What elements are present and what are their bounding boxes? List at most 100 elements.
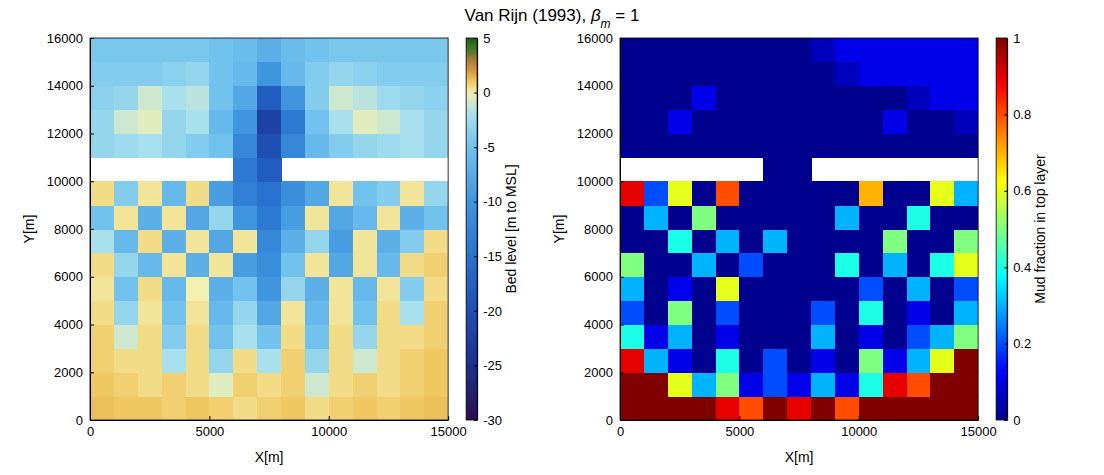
cell — [305, 372, 329, 396]
tick-mark — [620, 372, 624, 373]
cell — [114, 181, 138, 205]
cell — [668, 62, 692, 86]
tick-mark — [1004, 114, 1007, 115]
cell — [692, 229, 716, 253]
cell — [883, 253, 907, 277]
cell — [835, 205, 859, 229]
cell — [138, 372, 162, 396]
cell — [233, 181, 257, 205]
cell — [716, 110, 740, 134]
tick-mark — [90, 229, 94, 230]
cell — [811, 301, 835, 325]
cell — [930, 372, 954, 396]
cell — [644, 134, 668, 158]
tick-mark — [859, 416, 860, 420]
cell — [954, 277, 978, 301]
cell — [90, 277, 114, 301]
tick-label: 0 — [87, 424, 94, 439]
cell — [739, 253, 763, 277]
tick-label: 4000 — [584, 317, 613, 332]
tick-label: 1 — [1013, 31, 1020, 46]
cell — [835, 229, 859, 253]
cell — [329, 62, 353, 86]
cell — [692, 205, 716, 229]
cell — [692, 348, 716, 372]
cell — [763, 110, 787, 134]
cell — [859, 181, 883, 205]
cell — [329, 86, 353, 110]
cell — [233, 134, 257, 158]
cell — [930, 277, 954, 301]
cell — [353, 134, 377, 158]
cell — [763, 301, 787, 325]
plot-background — [90, 38, 448, 420]
cells — [620, 38, 978, 420]
tick: 10000 — [47, 174, 94, 189]
cell — [114, 372, 138, 396]
cell — [377, 38, 401, 62]
cell — [114, 301, 138, 325]
cell — [811, 181, 835, 205]
cell — [620, 325, 644, 349]
cell — [377, 134, 401, 158]
cell — [644, 38, 668, 62]
cell — [209, 277, 233, 301]
cell — [907, 229, 931, 253]
tick-mark — [474, 420, 477, 421]
tick-mark — [329, 416, 330, 420]
cell — [138, 38, 162, 62]
cell — [329, 229, 353, 253]
cell — [209, 301, 233, 325]
cell — [138, 325, 162, 349]
cell — [90, 62, 114, 86]
tick-label: 15000 — [961, 424, 997, 439]
tick-mark — [90, 420, 94, 421]
cell — [209, 38, 233, 62]
cell — [186, 396, 210, 420]
cell — [954, 38, 978, 62]
cell — [716, 396, 740, 420]
cell — [620, 277, 644, 301]
cell — [233, 348, 257, 372]
cell — [787, 396, 811, 420]
cell — [644, 205, 668, 229]
cell — [424, 348, 448, 372]
panel: 0500010000150000200040006000800010000120… — [551, 31, 1048, 465]
tick-label: 0 — [606, 413, 613, 428]
axis-line — [91, 420, 449, 421]
cell — [811, 348, 835, 372]
cell — [883, 62, 907, 86]
cell — [114, 205, 138, 229]
cell — [162, 134, 186, 158]
cell — [257, 396, 281, 420]
cell — [739, 325, 763, 349]
cell — [400, 372, 424, 396]
tick: 10000 — [841, 416, 877, 439]
cell — [233, 38, 257, 62]
cell — [305, 205, 329, 229]
cell — [787, 277, 811, 301]
plot-frame — [620, 38, 978, 420]
cell — [907, 348, 931, 372]
cell — [668, 253, 692, 277]
cell — [305, 62, 329, 86]
cell — [620, 38, 644, 62]
cell — [353, 38, 377, 62]
tick: 0 — [474, 85, 490, 100]
tick: 0.6 — [1004, 183, 1031, 198]
cell — [400, 110, 424, 134]
cell — [90, 38, 114, 62]
tick-label: 10000 — [47, 174, 83, 189]
tick-mark — [739, 416, 740, 420]
cell — [716, 325, 740, 349]
cell — [377, 301, 401, 325]
cell — [787, 157, 811, 181]
cell — [90, 181, 114, 205]
cell — [620, 253, 644, 277]
cell — [281, 205, 305, 229]
cell — [257, 348, 281, 372]
cell — [138, 253, 162, 277]
cell — [835, 348, 859, 372]
cell — [716, 277, 740, 301]
cell — [954, 110, 978, 134]
